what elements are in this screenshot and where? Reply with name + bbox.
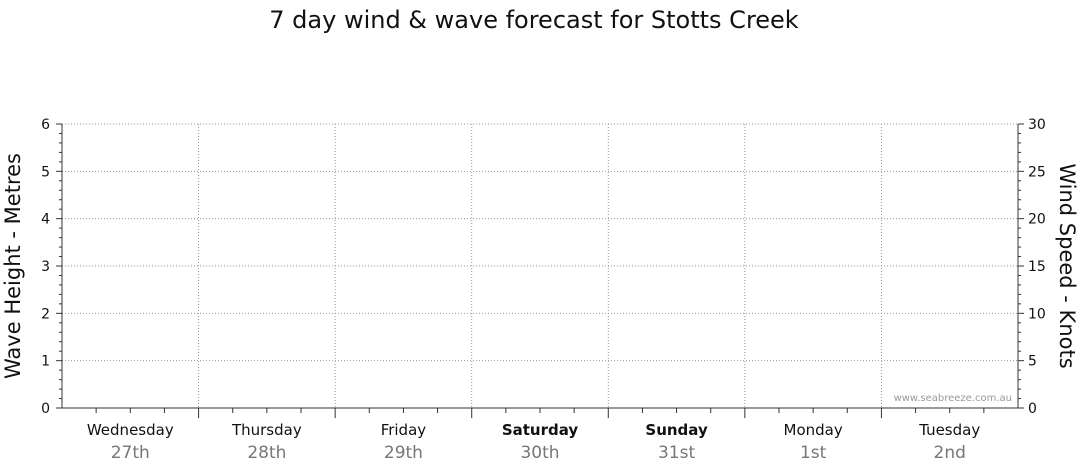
left-tick-label: 4	[41, 212, 50, 228]
day-date: 29th	[384, 443, 423, 463]
day-name: Thursday	[231, 421, 302, 439]
right-tick-label: 10	[1028, 306, 1046, 322]
day-name: Monday	[784, 421, 843, 439]
chart-ticks: 0 1 2 3 4 5 6 0 5 10 15 20 25 30	[41, 117, 1046, 418]
left-tick-label: 5	[41, 164, 50, 180]
day-name: Tuesday	[918, 421, 980, 439]
day-date: 30th	[520, 443, 559, 463]
left-tick-label: 2	[41, 306, 50, 322]
left-tick-label: 6	[41, 117, 50, 133]
day-name: Saturday	[502, 421, 579, 439]
day-date: 27th	[111, 443, 150, 463]
right-tick-label: 5	[1028, 354, 1037, 370]
day-date: 28th	[247, 443, 286, 463]
left-tick-label: 0	[41, 401, 50, 417]
right-tick-label: 20	[1028, 212, 1046, 228]
left-tick-label: 3	[41, 259, 50, 275]
right-tick-label: 25	[1028, 164, 1046, 180]
day-name: Friday	[381, 421, 427, 439]
day-date: 1st	[800, 443, 827, 463]
watermark: www.seabreeze.com.au	[894, 393, 1012, 404]
day-name: Sunday	[645, 421, 708, 439]
day-name: Wednesday	[87, 421, 174, 439]
day-labels: Wednesday 27th Thursday 28th Friday 29th Satur…	[87, 421, 980, 463]
right-tick-label: 0	[1028, 401, 1037, 417]
chart-title: 7 day wind & wave forecast for Stotts Cr…	[269, 6, 799, 34]
right-tick-label: 15	[1028, 259, 1046, 275]
left-axis-label: Wave Height - Metres	[1, 153, 25, 379]
left-tick-label: 1	[41, 354, 50, 370]
day-date: 2nd	[934, 443, 966, 463]
day-date: 31st	[658, 443, 695, 463]
right-axis-label: Wind Speed - Knots	[1055, 163, 1079, 368]
right-tick-label: 30	[1028, 117, 1046, 133]
chart-grid	[62, 123, 1018, 408]
